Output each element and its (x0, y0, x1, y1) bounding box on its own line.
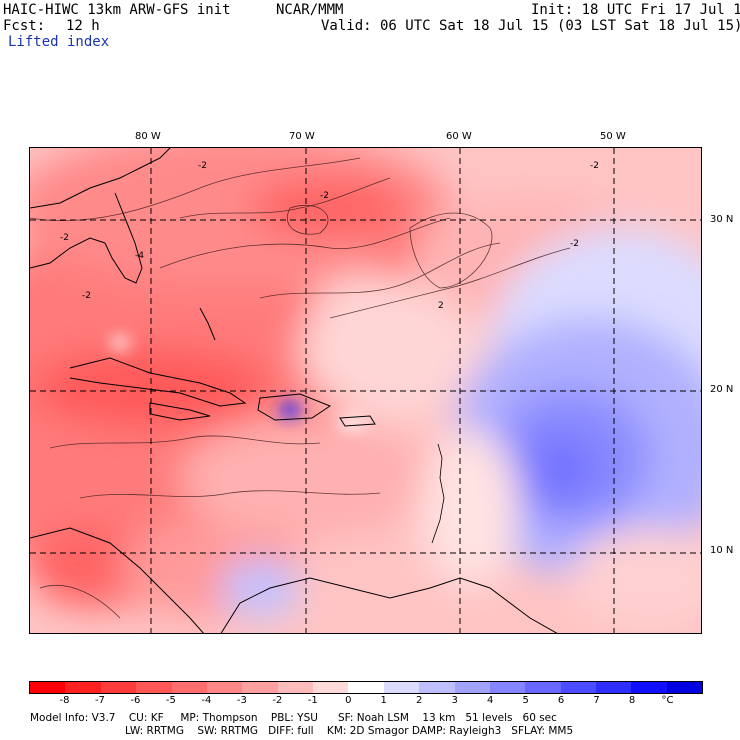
colorbar-tick-label: -2 (272, 695, 283, 706)
valid-time: Valid: 06 UTC Sat 18 Jul 15 (03 LST Sat … (321, 18, 740, 34)
colorbar-swatch (666, 682, 703, 693)
colorbar-tick-label: 0 (345, 695, 352, 706)
contour-label: -2 (320, 191, 329, 201)
colorbar-tick-label: 6 (557, 695, 565, 706)
contour-label: 2 (438, 301, 444, 311)
contour-label: -2 (82, 291, 91, 301)
colorbar (29, 681, 703, 694)
forecast-label: Fcst: (3, 18, 46, 34)
contour-label: -2 (570, 239, 579, 249)
lon-label-70w: 70 W (289, 131, 315, 142)
colorbar-swatch (525, 682, 561, 693)
colorbar-swatch (419, 682, 455, 693)
colorbar-tick-label: 2 (416, 695, 423, 706)
colorbar-tick-label: 1 (380, 695, 387, 706)
colorbar-tick-label: 5 (522, 695, 529, 706)
lon-label-50w: 50 W (600, 131, 626, 142)
colorbar-swatch (348, 682, 384, 693)
colorbar-tick-label: 7 (593, 695, 600, 706)
contour-label: -2 (590, 161, 599, 171)
colorbar-swatch (30, 682, 66, 693)
lon-label-60w: 60 W (446, 131, 472, 142)
colorbar-tick-label: -6 (130, 695, 141, 706)
model-info-line1: Model Info: V3.7 CU: KF MP: Thompson PBL… (30, 712, 557, 724)
colorbar-tick-label: -7 (94, 695, 105, 706)
colorbar-swatch (560, 682, 596, 693)
center-label: NCAR/MMM (276, 2, 344, 18)
colorbar-swatch (489, 682, 526, 693)
forecast-hour: 12 h (66, 18, 100, 34)
colorbar-swatch (596, 682, 632, 693)
colorbar-tick-label: -5 (165, 695, 176, 706)
contour-label: -2 (198, 161, 207, 171)
colorbar-swatch (100, 682, 137, 693)
colorbar-tick-label: °C (661, 695, 674, 706)
colorbar-swatch (383, 682, 420, 693)
colorbar-swatch (206, 682, 243, 693)
colorbar-tick-label: -3 (236, 695, 247, 706)
colorbar-tick-label: -1 (307, 695, 318, 706)
colorbar-swatch (242, 682, 278, 693)
coastlines (30, 148, 558, 633)
field-name: Lifted index (8, 34, 110, 50)
lat-label-20n: 20 N (710, 384, 734, 395)
model-info-line2: LW: RRTMG SW: RRTMG DIFF: full KM: 2D Sm… (125, 725, 574, 737)
colorbar-swatch (65, 682, 101, 693)
lifted-index-map: -2 -2 -4 -2 -2 -2 -2 2 (29, 147, 702, 634)
colorbar-tick-label: -4 (201, 695, 212, 706)
contour-label: -2 (60, 233, 69, 243)
lat-lon-grid (30, 148, 701, 633)
colorbar-swatch (631, 682, 667, 693)
colorbar-tick-label: 3 (451, 695, 458, 706)
init-time: Init: 18 UTC Fri 17 Jul 15 (531, 2, 740, 18)
colorbar-swatch (277, 682, 313, 693)
colorbar-tick-label: 8 (628, 695, 636, 706)
colorbar-swatch (313, 682, 349, 693)
model-title: HAIC-HIWC 13km ARW-GFS init (3, 2, 231, 18)
colorbar-tick-label: -8 (59, 695, 70, 706)
contour-label: -4 (135, 251, 144, 261)
colorbar-tick-label: 4 (486, 695, 494, 706)
lat-label-30n: 30 N (710, 214, 734, 225)
lat-label-10n: 10 N (710, 545, 734, 556)
colorbar-swatch (136, 682, 172, 693)
colorbar-swatch (454, 682, 490, 693)
lon-label-80w: 80 W (135, 131, 161, 142)
shaded-field (30, 148, 701, 628)
colorbar-swatch (171, 682, 207, 693)
